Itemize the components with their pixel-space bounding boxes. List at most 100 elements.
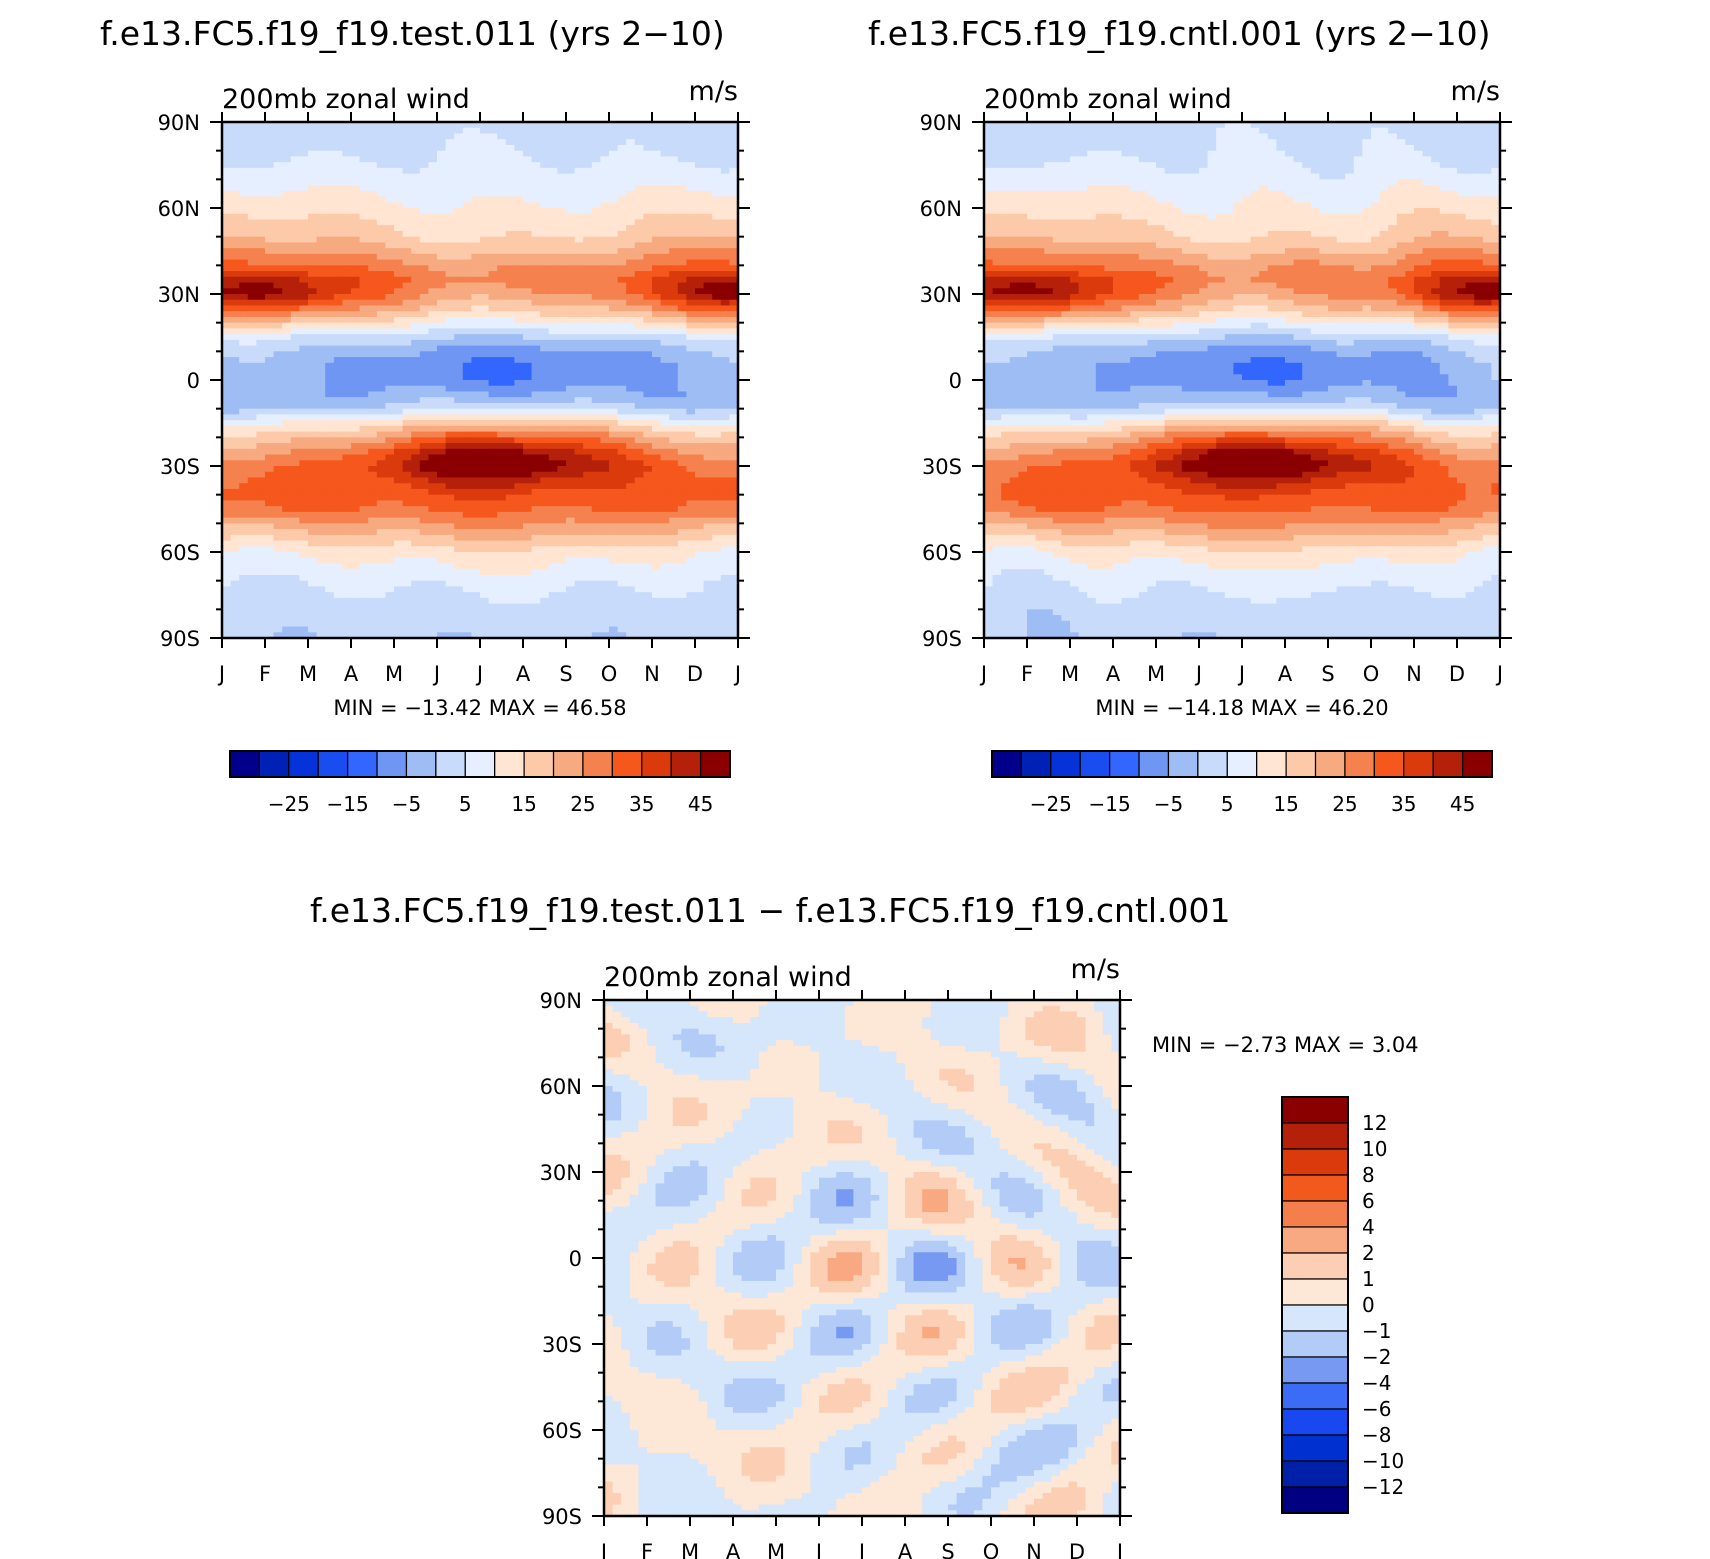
contour-cell xyxy=(342,380,352,387)
contour-cell xyxy=(222,299,232,307)
contour-cell xyxy=(256,339,266,347)
contour-cell xyxy=(566,552,576,559)
contour-cell xyxy=(445,351,455,358)
contour-cell xyxy=(299,127,309,135)
contour-cell xyxy=(308,316,318,324)
contour-cell xyxy=(376,632,386,639)
contour-cell xyxy=(359,242,369,249)
contour-cell xyxy=(600,162,610,169)
contour-cell xyxy=(626,626,636,633)
contour-cell xyxy=(480,500,490,507)
contour-cell xyxy=(686,488,696,496)
contour-cell xyxy=(411,368,421,375)
contour-cell xyxy=(686,425,696,433)
contour-cell xyxy=(247,259,257,266)
contour-cell xyxy=(273,311,283,318)
contour-cell xyxy=(462,357,472,364)
contour-cell xyxy=(394,477,404,484)
contour-cell xyxy=(325,144,335,152)
contour-cell xyxy=(462,534,472,542)
contour-cell xyxy=(256,276,266,284)
contour-cell xyxy=(634,402,644,410)
contour-cell xyxy=(480,345,490,352)
contour-cell xyxy=(325,345,335,352)
contour-cell xyxy=(376,437,386,444)
contour-cell xyxy=(265,156,275,163)
contour-cell xyxy=(419,208,429,215)
contour-cell xyxy=(669,294,679,301)
contour-cell xyxy=(531,431,541,438)
contour-cell xyxy=(497,420,507,427)
contour-cell xyxy=(308,626,318,633)
contour-cell xyxy=(677,167,687,175)
contour-cell xyxy=(634,282,644,289)
contour-cell xyxy=(462,448,472,456)
contour-cell xyxy=(600,345,610,352)
contour-cell xyxy=(686,483,696,490)
contour-cell xyxy=(308,563,318,570)
contour-cell xyxy=(394,162,404,169)
contour-cell xyxy=(308,294,318,301)
contour-cell xyxy=(239,156,249,163)
contour-cell xyxy=(617,529,627,536)
contour-cell xyxy=(394,483,404,490)
contour-cell xyxy=(445,316,455,324)
contour-cell xyxy=(368,357,378,364)
contour-cell xyxy=(359,534,369,542)
contour-cell xyxy=(316,328,326,335)
contour-cell xyxy=(660,185,670,192)
contour-cell xyxy=(677,632,687,639)
contour-cell xyxy=(394,185,404,192)
contour-cell xyxy=(531,569,541,576)
contour-cell xyxy=(591,334,601,341)
contour-cell xyxy=(462,632,472,639)
contour-cell xyxy=(256,563,266,570)
contour-cell xyxy=(351,517,361,524)
contour-cell xyxy=(609,242,619,249)
contour-cell xyxy=(437,299,447,307)
contour-cell xyxy=(548,626,558,633)
contour-cell xyxy=(265,259,275,266)
contour-cell xyxy=(239,316,249,324)
contour-cell xyxy=(325,592,335,599)
contour-cell xyxy=(523,380,533,387)
contour-cell xyxy=(505,230,515,238)
contour-cell xyxy=(437,500,447,507)
contour-cell xyxy=(419,506,429,513)
contour-cell xyxy=(583,316,593,324)
contour-cell xyxy=(523,391,533,398)
contour-cell xyxy=(505,615,515,622)
contour-cell xyxy=(557,563,567,570)
contour-cell xyxy=(540,265,550,272)
contour-cell xyxy=(523,334,533,341)
contour-cell xyxy=(634,523,644,530)
contour-cell xyxy=(669,494,679,501)
contour-cell xyxy=(471,282,481,289)
contour-cell xyxy=(488,569,498,576)
contour-cell xyxy=(488,506,498,513)
contour-cell xyxy=(239,196,249,203)
contour-cell xyxy=(471,626,481,633)
contour-cell xyxy=(634,294,644,301)
contour-cell xyxy=(239,517,249,524)
contour-cell xyxy=(643,139,653,146)
contour-cell xyxy=(445,506,455,513)
contour-cell xyxy=(359,334,369,341)
contour-cell xyxy=(660,431,670,438)
contour-cell xyxy=(325,127,335,135)
contour-cell xyxy=(325,443,335,450)
contour-cell xyxy=(333,196,343,203)
contour-cell xyxy=(359,196,369,203)
contour-cell xyxy=(265,202,275,209)
contour-cell xyxy=(643,552,653,559)
contour-cell xyxy=(591,282,601,289)
contour-cell xyxy=(548,540,558,547)
contour-cell xyxy=(471,185,481,192)
contour-cell xyxy=(471,494,481,501)
contour-cell xyxy=(308,466,318,473)
contour-cell xyxy=(428,351,438,358)
contour-cell xyxy=(660,305,670,312)
contour-cell xyxy=(359,420,369,427)
contour-cell xyxy=(583,173,593,180)
